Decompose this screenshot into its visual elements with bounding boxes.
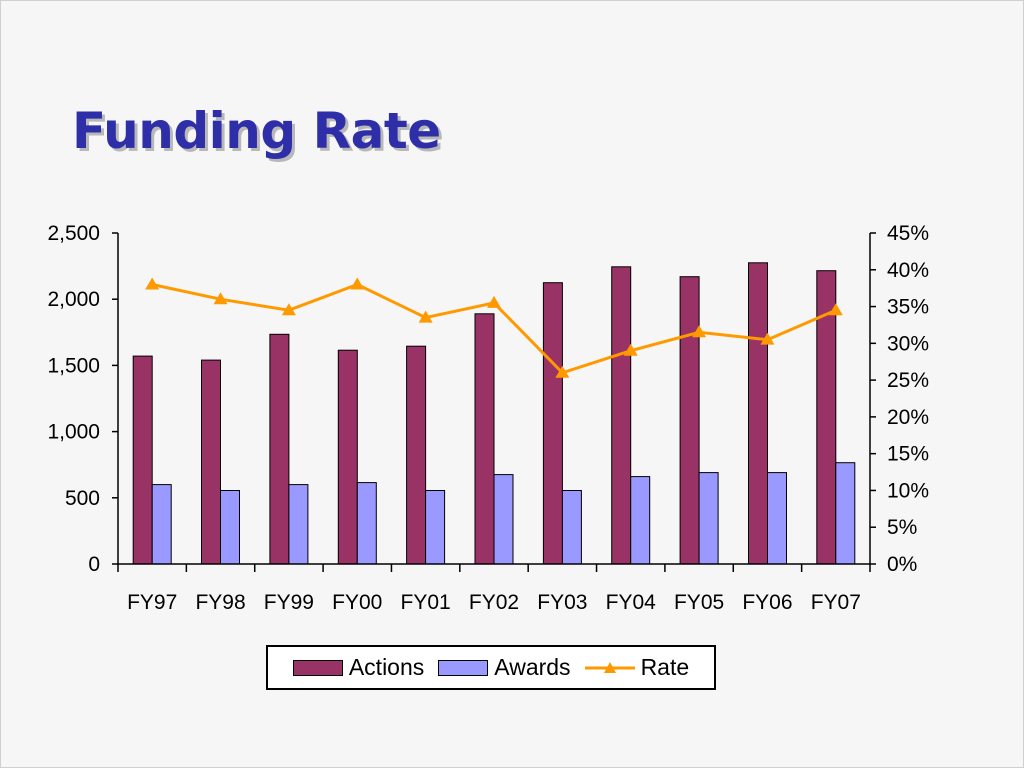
- legend-label-actions: Actions: [348, 654, 425, 680]
- y-right-tick-label: 30%: [887, 332, 929, 355]
- bar-awards-fy06: [767, 472, 787, 565]
- rate-marker-fy99: [281, 303, 296, 316]
- legend-item-awards: Awards: [438, 654, 571, 681]
- rate-marker-fy03: [555, 365, 570, 378]
- y-left-tick-label: 0: [88, 553, 100, 576]
- bar-actions-fy02: [474, 313, 495, 565]
- y-left-tick-label: 1,000: [47, 421, 100, 444]
- bar-awards-fy01: [425, 490, 446, 565]
- y-right-tick-label: 15%: [887, 443, 929, 466]
- x-tick-label-fy07: FY07: [811, 591, 861, 614]
- bar-awards-fy98: [220, 490, 240, 565]
- slide-title: Funding Rate: [72, 102, 441, 160]
- bar-awards-fy07: [835, 462, 856, 565]
- x-tick-label-fy99: FY99: [264, 591, 314, 614]
- y-right-tick-label: 20%: [887, 406, 929, 429]
- bar-awards-fy99: [288, 484, 309, 565]
- bar-awards-fy03: [561, 490, 582, 565]
- rate-marker-fy97: [145, 277, 160, 290]
- legend-label-awards: Awards: [494, 654, 571, 680]
- bar-awards-fy97: [151, 484, 172, 565]
- bar-actions-fy98: [201, 359, 221, 565]
- y-right-tick-label: 35%: [887, 296, 929, 319]
- legend-swatch-actions: [292, 659, 343, 676]
- x-tick-label-fy00: FY00: [332, 591, 382, 614]
- bar-actions-fy04: [611, 266, 632, 565]
- y-left-tick-label: 500: [65, 487, 100, 510]
- rate-marker-fy02: [487, 295, 501, 308]
- rate-marker-fy05: [692, 325, 707, 338]
- legend-swatch-awards: [438, 659, 489, 676]
- rate-marker-fy01: [418, 310, 433, 323]
- y-right-tick-label: 10%: [887, 479, 929, 502]
- bar-actions-fy03: [542, 282, 563, 565]
- legend-label-rate: Rate: [640, 654, 690, 680]
- legend-item-rate: Rate: [584, 654, 690, 681]
- x-tick-label-fy98: FY98: [195, 591, 245, 614]
- x-tick-label-fy06: FY06: [742, 591, 792, 614]
- x-tick-label-fy02: FY02: [469, 591, 519, 614]
- y-left-tick-label: 2,000: [47, 288, 100, 311]
- bar-actions-fy97: [132, 355, 153, 565]
- legend-swatch-rate: [584, 661, 635, 673]
- x-tick-label-fy04: FY04: [606, 591, 657, 614]
- x-tick-label-fy03: FY03: [537, 591, 587, 614]
- bar-awards-fy02: [493, 474, 514, 565]
- bar-actions-fy01: [406, 345, 427, 565]
- bar-awards-fy05: [698, 472, 719, 565]
- bar-actions-fy99: [269, 333, 290, 565]
- legend-item-actions: Actions: [292, 654, 425, 681]
- y-right-tick-label: 25%: [887, 369, 929, 392]
- y-left-tick-label: 1,500: [47, 354, 100, 377]
- rate-marker-fy04: [623, 343, 638, 356]
- y-right-tick-label: 45%: [887, 222, 929, 245]
- bar-awards-fy00: [356, 482, 377, 565]
- bar-actions-fy06: [748, 262, 768, 565]
- x-tick-label-fy05: FY05: [674, 591, 724, 614]
- rate-marker-fy07: [828, 303, 843, 316]
- y-right-tick-label: 40%: [887, 259, 929, 282]
- x-tick-label-fy01: FY01: [401, 591, 451, 614]
- rate-marker-fy00: [350, 277, 365, 290]
- chart-legend: Actions Awards Rate: [266, 645, 716, 690]
- bar-actions-fy00: [337, 349, 358, 565]
- rate-marker-fy98: [213, 292, 228, 305]
- y-right-tick-label: 5%: [887, 516, 917, 539]
- rate-marker-fy06: [760, 332, 775, 345]
- y-left-tick-label: 2,500: [47, 222, 100, 245]
- y-right-tick-label: 0%: [887, 553, 917, 576]
- bar-awards-fy04: [630, 476, 651, 565]
- x-tick-label-fy97: FY97: [127, 591, 177, 614]
- bar-actions-fy05: [679, 276, 700, 565]
